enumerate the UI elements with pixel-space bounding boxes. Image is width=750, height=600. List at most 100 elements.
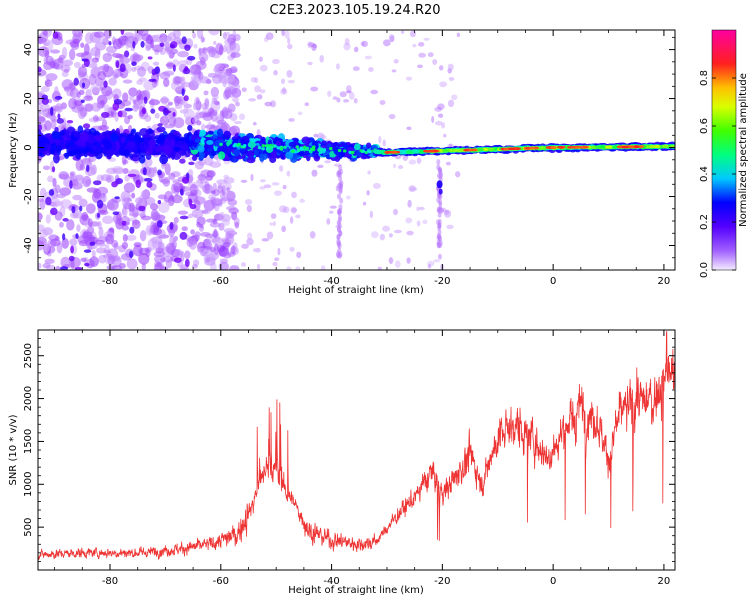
heatmap-cell bbox=[361, 40, 368, 47]
heatmap-cell bbox=[202, 46, 207, 51]
heatmap-cell bbox=[226, 205, 237, 211]
heatmap-cell bbox=[181, 226, 188, 232]
heatmap-cell bbox=[297, 111, 303, 116]
heatmap-cell bbox=[163, 124, 175, 129]
heatmap-cell bbox=[168, 172, 176, 180]
heatmap-cell bbox=[93, 31, 105, 38]
heatmap-cell bbox=[61, 46, 68, 59]
heatmap-cell bbox=[52, 153, 60, 164]
heatmap-cell bbox=[112, 255, 122, 267]
heatmap-cell bbox=[138, 77, 147, 82]
heatmap-cell bbox=[407, 199, 412, 208]
heatmap-cell bbox=[198, 76, 210, 84]
heatmap-cell bbox=[121, 241, 129, 250]
heatmap-cell bbox=[59, 137, 65, 144]
heatmap-y-tick-label: 20 bbox=[23, 92, 34, 105]
heatmap-cell bbox=[437, 167, 442, 174]
heatmap-cell bbox=[438, 206, 443, 213]
heatmap-cell bbox=[446, 224, 454, 230]
heatmap-cell bbox=[131, 219, 140, 225]
heatmap-cell bbox=[156, 262, 162, 268]
heatmap-y-tick-label: -20 bbox=[23, 188, 34, 204]
heatmap-cell bbox=[370, 89, 379, 95]
heatmap-cell bbox=[272, 221, 276, 227]
heatmap-cell bbox=[556, 145, 563, 149]
heatmap-cell bbox=[313, 133, 319, 138]
heatmap-cell bbox=[54, 103, 64, 113]
heatmap-cell bbox=[286, 266, 292, 270]
heatmap-cell bbox=[361, 149, 366, 153]
heatmap-cell bbox=[91, 249, 96, 258]
heatmap-cell bbox=[202, 107, 209, 112]
heatmap-cell bbox=[241, 87, 247, 93]
heatmap-cell bbox=[329, 147, 333, 151]
heatmap-cell bbox=[119, 99, 132, 107]
heatmap-cell bbox=[621, 145, 628, 149]
heatmap-cell bbox=[263, 184, 272, 189]
heatmap-cell bbox=[93, 146, 104, 152]
heatmap-cell bbox=[74, 100, 83, 107]
heatmap-cell bbox=[197, 145, 205, 153]
colorbar-label: Normalized spectral amplitude bbox=[738, 73, 749, 227]
heatmap-cell bbox=[312, 44, 318, 49]
heatmap-cell bbox=[333, 146, 341, 155]
heatmap-cell bbox=[628, 145, 635, 149]
heatmap-cell bbox=[112, 167, 125, 175]
heatmap-cell bbox=[476, 148, 483, 152]
heatmap-cell bbox=[137, 30, 149, 37]
heatmap-cell bbox=[115, 60, 120, 69]
heatmap-cell bbox=[192, 259, 200, 266]
heatmap-cell bbox=[456, 32, 461, 38]
heatmap-cell bbox=[139, 128, 150, 137]
heatmap-cell bbox=[179, 158, 186, 164]
heatmap-cell bbox=[305, 146, 310, 150]
snr-x-axis-label: Height of straight line (km) bbox=[288, 585, 424, 596]
heatmap-frame bbox=[37, 29, 676, 271]
heatmap-cell bbox=[337, 148, 342, 153]
heatmap-cell bbox=[246, 232, 253, 240]
heatmap-cell bbox=[206, 244, 214, 248]
heatmap-cell bbox=[400, 149, 407, 154]
heatmap-cell bbox=[179, 215, 189, 220]
heatmap-cell bbox=[441, 122, 446, 129]
heatmap-cell bbox=[183, 95, 189, 102]
heatmap-cell bbox=[121, 220, 127, 226]
heatmap-cell bbox=[211, 94, 219, 100]
heatmap-cell bbox=[281, 87, 287, 94]
heatmap-cell bbox=[184, 44, 191, 51]
heatmap-cell bbox=[72, 194, 83, 201]
heatmap-cell bbox=[184, 258, 190, 268]
heatmap-cell bbox=[60, 266, 69, 270]
heatmap-cell bbox=[77, 107, 86, 120]
heatmap-cell bbox=[150, 221, 155, 229]
heatmap-cell bbox=[307, 61, 313, 66]
heatmap-cell bbox=[437, 224, 442, 231]
heatmap-cell bbox=[444, 209, 452, 218]
heatmap-cell bbox=[38, 262, 42, 269]
heatmap-cell bbox=[364, 55, 373, 60]
heatmap-cell bbox=[201, 209, 209, 214]
heatmap-cell bbox=[418, 41, 425, 47]
heatmap-cell bbox=[255, 247, 261, 253]
heatmap-cell bbox=[373, 149, 380, 154]
heatmap-cell bbox=[661, 145, 668, 149]
heatmap-cell bbox=[79, 205, 83, 212]
heatmap-cell bbox=[223, 228, 235, 234]
heatmap-cell bbox=[52, 131, 61, 140]
heatmap-cell bbox=[154, 112, 160, 119]
heatmap-cell bbox=[93, 142, 98, 147]
heatmap-cell bbox=[352, 66, 360, 71]
heatmap-cell bbox=[198, 47, 202, 55]
heatmap-y-axis-label: Frequency (Hz) bbox=[8, 112, 19, 188]
heatmap-cell bbox=[125, 234, 137, 241]
heatmap-cell bbox=[336, 219, 341, 226]
heatmap-cell bbox=[103, 104, 111, 113]
heatmap-cell bbox=[50, 197, 61, 208]
heatmap-cell bbox=[51, 166, 56, 173]
heatmap-cell bbox=[192, 32, 197, 39]
heatmap-cell bbox=[144, 114, 152, 122]
heatmap-cell bbox=[164, 147, 170, 153]
heatmap-cell bbox=[437, 253, 442, 260]
heatmap-cell bbox=[208, 30, 220, 36]
heatmap-cell bbox=[120, 30, 125, 35]
